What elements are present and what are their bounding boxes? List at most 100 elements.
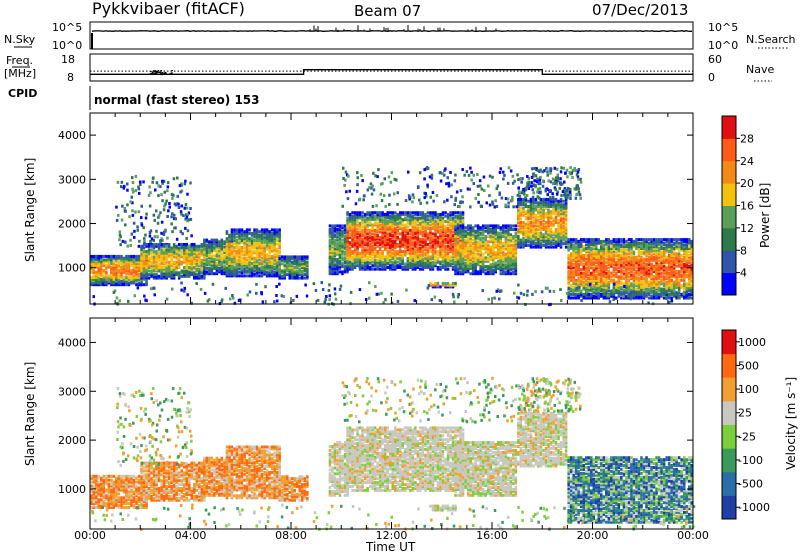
data-cell (484, 258, 487, 261)
data-cell (270, 274, 274, 278)
data-cell (107, 265, 111, 269)
data-cell (610, 239, 613, 243)
data-cell (481, 231, 485, 235)
data-cell (298, 271, 301, 275)
data-cell (572, 262, 575, 266)
data-cell (542, 201, 545, 205)
data-cell (356, 225, 359, 229)
data-cell (338, 259, 342, 263)
data-cell (436, 214, 440, 218)
data-cell (346, 250, 349, 254)
data-cell (296, 258, 299, 262)
data-cell (155, 269, 158, 273)
data-cell (499, 256, 502, 260)
data-cell (92, 262, 95, 265)
data-cell (456, 270, 460, 274)
data-cell (263, 249, 266, 253)
data-cell (391, 227, 394, 231)
data-cell (170, 264, 173, 268)
data-cell (499, 259, 502, 263)
data-cell (333, 258, 337, 261)
data-cell (431, 248, 435, 252)
data-cell (544, 231, 548, 235)
data-cell (258, 240, 261, 244)
data-cell (293, 260, 296, 264)
data-cell (125, 272, 128, 276)
data-cell (384, 227, 387, 231)
data-cell (235, 274, 239, 278)
data-cell (492, 247, 495, 251)
data-cell (519, 212, 523, 215)
data-cell (122, 267, 126, 271)
data-cell (527, 213, 530, 217)
data-cell (494, 268, 497, 272)
data-cell (539, 222, 543, 226)
data-cell (527, 228, 530, 231)
data-cell (481, 270, 485, 274)
data-cell (112, 276, 116, 280)
data-cell (381, 230, 384, 234)
data-cell (481, 245, 485, 249)
data-cell (150, 250, 153, 254)
data-cell (499, 245, 502, 249)
data-cell (283, 269, 286, 273)
data-cell (368, 230, 372, 234)
data-cell (220, 256, 224, 260)
data-cell (391, 264, 394, 268)
data-cell (446, 241, 450, 245)
data-cell (112, 262, 116, 265)
data-cell (406, 212, 410, 216)
data-cell (494, 226, 497, 230)
data-cell (368, 235, 372, 239)
data-cell (351, 223, 354, 227)
data-cell (233, 228, 236, 232)
data-cell (481, 240, 485, 244)
data-cell (499, 236, 502, 240)
data-cell (620, 254, 623, 257)
data-cell (466, 238, 470, 242)
data-cell (288, 267, 291, 271)
data-cell (421, 264, 425, 268)
data-cell (265, 263, 269, 267)
data-cell (343, 229, 347, 233)
data-cell (348, 253, 352, 257)
data-cell (464, 268, 467, 272)
data-cell (454, 254, 457, 258)
data-cell (569, 296, 573, 300)
data-cell (188, 269, 191, 273)
data-cell (255, 235, 259, 239)
data-cell (487, 229, 490, 233)
freq-noise-point (161, 74, 164, 76)
data-cell (625, 252, 628, 256)
data-cell (411, 235, 415, 239)
data-cell (451, 220, 455, 223)
data-cell (389, 214, 392, 218)
data-cell (167, 264, 171, 268)
data-cell (396, 235, 399, 239)
data-cell (474, 259, 477, 263)
data-cell (617, 254, 621, 257)
data-cell (532, 197, 535, 201)
data-cell (263, 228, 266, 232)
data-cell (245, 256, 249, 260)
data-cell (233, 260, 236, 264)
data-cell (489, 258, 492, 261)
data-cell (361, 225, 364, 229)
data-cell (286, 257, 289, 261)
data-cell (534, 238, 538, 242)
data-cell (223, 265, 226, 269)
data-cell (399, 251, 402, 255)
data-cell (441, 248, 445, 252)
data-cell (331, 245, 334, 249)
data-cell (451, 248, 455, 252)
data-cell (517, 219, 520, 223)
data-cell (542, 205, 545, 208)
data-cell (368, 239, 372, 243)
data-cell (421, 251, 425, 255)
data-cell (107, 258, 111, 262)
data-cell (165, 274, 168, 278)
data-cell (105, 254, 108, 258)
data-cell (198, 276, 201, 280)
data-cell (389, 227, 392, 231)
data-cell (233, 239, 236, 242)
